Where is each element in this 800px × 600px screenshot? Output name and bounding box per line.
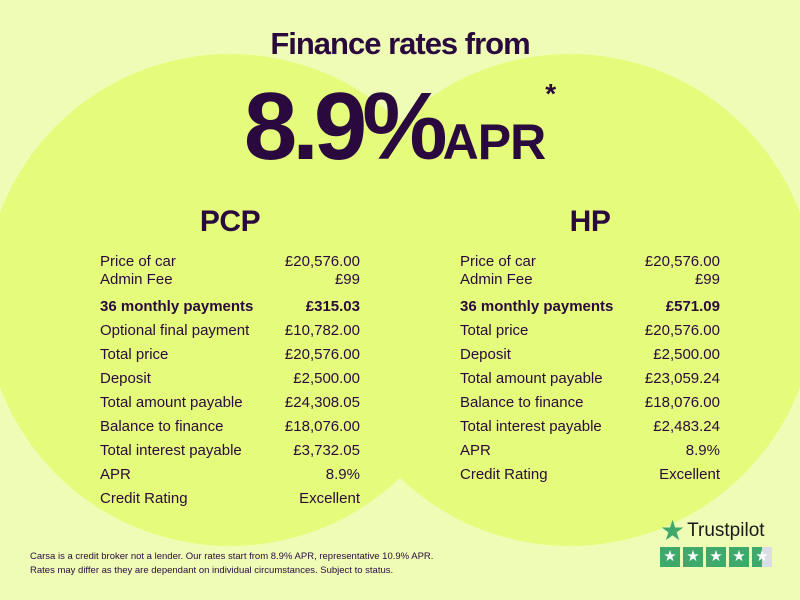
row-value: £24,308.05 — [284, 394, 360, 411]
row-label: 36 monthly payments — [100, 298, 254, 315]
table-row: Credit Rating Excellent — [100, 487, 360, 511]
rating-stars: ★ ★ ★ ★ ★ — [660, 547, 772, 567]
background-circle-right — [324, 54, 800, 546]
table-row: Total amount payable £23,059.24 — [460, 367, 720, 391]
table-row: Deposit £2,500.00 — [460, 343, 720, 367]
row-label: Balance to finance — [100, 418, 224, 435]
row-label: Optional final payment — [100, 322, 250, 339]
row-label: Credit Rating — [460, 466, 548, 483]
asterisk: * — [545, 78, 557, 109]
row-value: £571.09 — [665, 298, 720, 315]
star-icon: ★ — [660, 547, 680, 567]
table-row: Credit Rating Excellent — [460, 463, 720, 487]
table-row: APR 8.9% — [460, 439, 720, 463]
table-row: Admin Fee £99 — [100, 271, 360, 289]
hp-table: HP Price of car £20,576.00 Admin Fee £99 36 m… — [460, 205, 720, 487]
rate-value: 8.9% — [243, 73, 448, 180]
row-value: £20,576.00 — [284, 346, 360, 363]
row-label: APR — [100, 466, 131, 483]
row-label: APR — [460, 442, 491, 459]
row-value: £23,059.24 — [644, 370, 720, 387]
row-label: Deposit — [460, 346, 511, 363]
hp-title: HP — [569, 205, 611, 238]
table-row: Deposit £2,500.00 — [100, 367, 360, 391]
row-value: £20,576.00 — [284, 253, 360, 270]
row-value: £10,782.00 — [284, 322, 360, 339]
row-label: Price of car — [100, 253, 176, 270]
pcp-table: PCP Price of car £20,576.00 Admin Fee £99 36 … — [100, 205, 360, 511]
row-label: Price of car — [460, 253, 536, 270]
row-label: Total amount payable — [100, 394, 243, 411]
row-value: Excellent — [299, 490, 360, 507]
trustpilot-star-icon: ★ — [660, 515, 686, 546]
disclaimer: Carsa is a credit broker not a lender. O… — [30, 550, 433, 578]
row-value: £2,500.00 — [293, 370, 360, 387]
table-row: Balance to finance £18,076.00 — [460, 391, 720, 415]
table-row: Balance to finance £18,076.00 — [100, 415, 360, 439]
table-row: Optional final payment £10,782.00 — [100, 319, 360, 343]
row-value: 8.9% — [685, 442, 720, 459]
table-row: Admin Fee £99 — [460, 271, 720, 289]
table-row: 36 monthly payments £315.03 — [100, 295, 360, 319]
row-value: £2,500.00 — [653, 346, 720, 363]
star-icon: ★ — [729, 547, 749, 567]
row-value: £18,076.00 — [644, 394, 720, 411]
table-row: Total price £20,576.00 — [460, 319, 720, 343]
table-row: APR 8.9% — [100, 463, 360, 487]
row-label: Total price — [460, 322, 529, 339]
rate-headline: 8.9%APR * — [0, 72, 800, 182]
row-value: £99 — [694, 271, 720, 288]
apr-label: APR — [442, 114, 547, 170]
table-row: Price of car £20,576.00 — [460, 253, 720, 271]
row-label: Admin Fee — [100, 271, 173, 288]
row-label: Admin Fee — [460, 271, 533, 288]
disclaimer-line: Carsa is a credit broker not a lender. O… — [30, 551, 434, 562]
row-label: Credit Rating — [100, 490, 188, 507]
row-value: £20,576.00 — [644, 322, 720, 339]
row-value: £2,483.24 — [653, 418, 720, 435]
row-label: Total price — [100, 346, 169, 363]
row-value: Excellent — [659, 466, 720, 483]
row-label: Balance to finance — [460, 394, 584, 411]
pcp-title: PCP — [199, 205, 261, 238]
trustpilot-name: Trustpilot — [687, 520, 765, 541]
row-value: £3,732.05 — [293, 442, 360, 459]
star-icon: ★ — [683, 547, 703, 567]
table-row: Price of car £20,576.00 — [100, 253, 360, 271]
table-row: Total price £20,576.00 — [100, 343, 360, 367]
table-row: Total amount payable £24,308.05 — [100, 391, 360, 415]
row-value: £18,076.00 — [284, 418, 360, 435]
row-label: Total amount payable — [460, 370, 603, 387]
row-label: 36 monthly payments — [460, 298, 614, 315]
row-label: Deposit — [100, 370, 151, 387]
row-label: Total interest payable — [460, 418, 602, 435]
row-value: £99 — [334, 271, 360, 288]
table-row: Total interest payable £3,732.05 — [100, 439, 360, 463]
table-row: Total interest payable £2,483.24 — [460, 415, 720, 439]
star-icon: ★ — [706, 547, 726, 567]
row-label: Total interest payable — [100, 442, 242, 459]
disclaimer-line: Rates may differ as they are dependant o… — [30, 565, 394, 576]
table-row: 36 monthly payments £571.09 — [460, 295, 720, 319]
headline: Finance rates from — [270, 26, 530, 61]
row-value: 8.9% — [325, 466, 360, 483]
row-value: £315.03 — [305, 298, 360, 315]
trustpilot-badge[interactable]: ★ Trustpilot ★ ★ ★ ★ ★ — [660, 515, 772, 567]
half-star-icon: ★ — [752, 547, 772, 567]
row-value: £20,576.00 — [644, 253, 720, 270]
